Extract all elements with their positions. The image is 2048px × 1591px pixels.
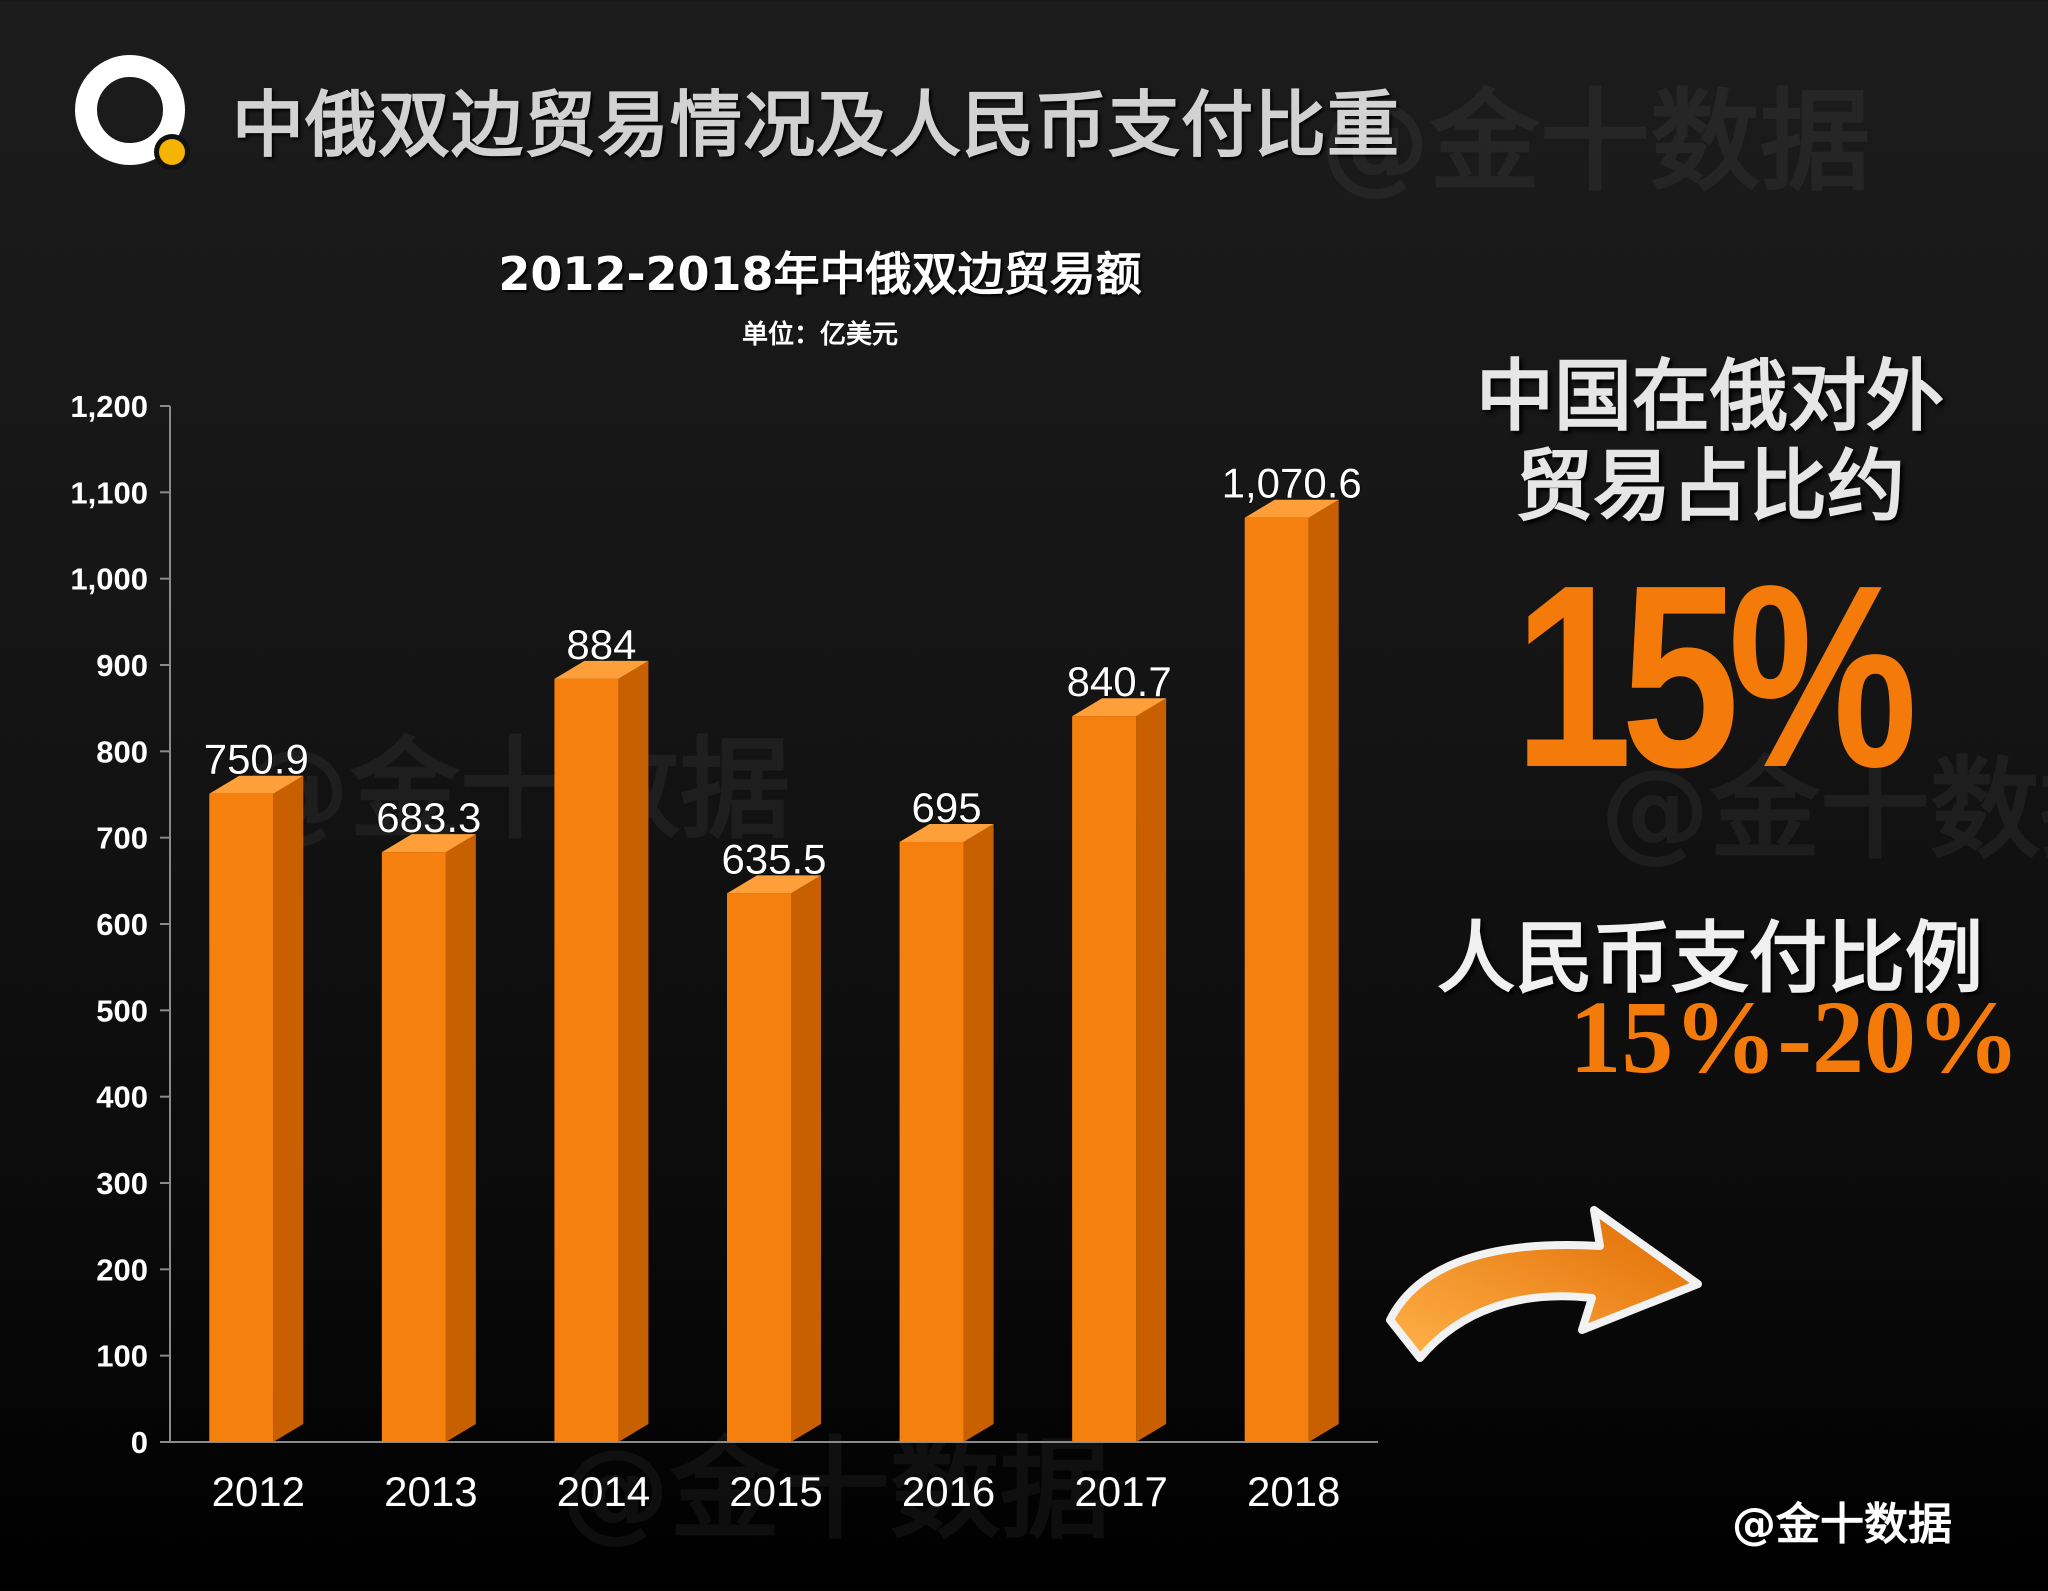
y-tick-label: 800 [96,734,148,769]
trade-share-label-line2: 贸易占比约 [1514,442,1905,532]
y-tick-label: 200 [96,1252,148,1287]
x-tick-label: 2016 [902,1468,995,1515]
bar-top [381,834,476,853]
bar-top [554,660,649,679]
chart-unit-label: 单位：亿美元 [741,320,898,350]
upward-arrow-icon [1386,1206,1702,1362]
bar-top [1244,499,1339,518]
bar-data-label: 1,070.6 [1222,460,1362,507]
y-tick-label: 0 [131,1425,148,1460]
bar-data-label: 840.7 [1067,658,1172,705]
bar-side [445,834,476,1442]
watermark: @金十数据 [1600,746,2048,874]
y-tick-label: 1,200 [70,389,148,424]
source-credit: @金十数据 [1732,1499,1952,1550]
bar-top [1072,698,1167,717]
bar-side [791,875,821,1442]
trade-share-label-line1: 中国在俄对外 [1475,352,1944,442]
bar-data-label: 683.3 [376,794,481,841]
bar-data-label: 695 [912,784,982,831]
bar-top [209,775,304,794]
bar-chart: 0 100 200 300 400 500 600 700 800 900 1,000 1,100 1,… [70,389,1378,1515]
bar-data-label: 635.5 [721,835,826,882]
trade-share-value: 15% [1513,532,1918,822]
bar-data-label: 884 [566,621,636,668]
bar-top [727,875,821,894]
bar [554,678,619,1442]
y-tick-label: 500 [96,993,148,1028]
bar-side [963,823,994,1442]
watermark: @金十数据 [1320,78,1870,206]
bar [899,841,964,1442]
y-tick-label: 700 [96,821,148,856]
y-tick-label: 400 [96,1080,148,1115]
brand-logo-icon [75,55,190,170]
y-tick-label: 100 [96,1339,148,1374]
bar-side [1136,698,1167,1442]
rmb-payment-range: 15%-20% [1569,980,2020,1095]
x-tick-label: 2013 [384,1468,477,1515]
rmb-payment-label: 人民币支付比例 [1436,914,1983,1004]
y-tick-label: 1,100 [70,475,148,510]
bar [727,893,791,1442]
x-tick-label: 2012 [212,1468,305,1515]
y-tick-label: 600 [96,907,148,942]
x-tick-label: 2014 [557,1468,650,1515]
watermark: @金十数据 [240,726,790,854]
x-tick-label: 2018 [1247,1468,1340,1515]
x-tick-label: 2015 [729,1468,822,1515]
page-title: 中俄双边贸易情况及人民币支付比重 [232,83,1401,167]
chart-title: 2012-2018年中俄双边贸易额 [498,247,1142,301]
y-tick-label: 1,000 [70,562,148,597]
bar-side [1308,499,1339,1442]
bar-data-label: 750.9 [204,736,309,783]
bar-side [618,660,649,1442]
y-tick-label: 900 [96,648,148,683]
x-tick-label: 2017 [1074,1468,1167,1515]
bar [1244,517,1309,1442]
watermark: @金十数据 [560,1426,1110,1554]
bar [1072,716,1137,1442]
bar-side [273,775,304,1442]
bar [209,793,274,1442]
bar-top [899,823,994,842]
y-tick-label: 300 [96,1166,148,1201]
bar [381,852,446,1442]
